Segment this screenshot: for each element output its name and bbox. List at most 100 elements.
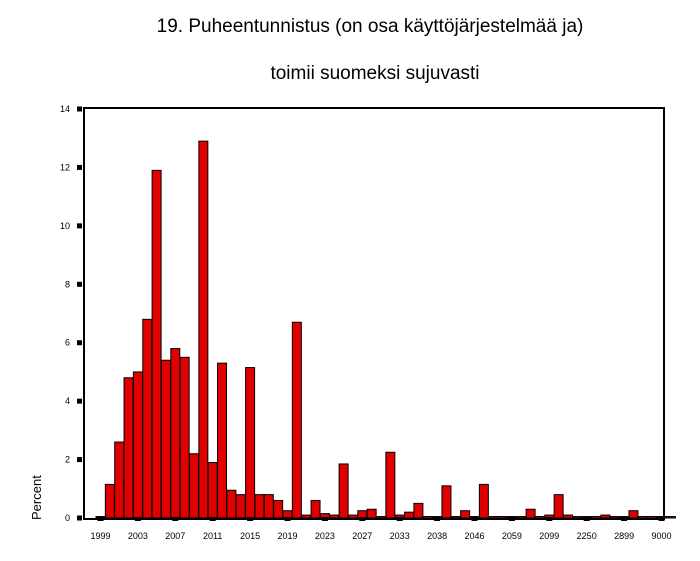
x-tick-label: 2019 [277, 531, 297, 541]
bar [347, 514, 358, 519]
y-tick-label: 6 [65, 338, 70, 348]
bar [376, 516, 386, 519]
bar [357, 510, 368, 519]
bar [291, 321, 302, 519]
bar [254, 494, 265, 519]
bar [160, 359, 171, 519]
bar [441, 485, 452, 519]
x-tick-label: 9000 [651, 531, 671, 541]
x-tick-mark [172, 517, 179, 521]
bar [217, 362, 228, 519]
x-tick-label: 2003 [128, 531, 148, 541]
y-tick-mark [77, 106, 82, 112]
bar [385, 451, 396, 519]
bar [665, 516, 676, 519]
x-tick-mark [546, 517, 553, 521]
y-tick-label: 4 [65, 396, 70, 406]
x-tick-mark [97, 517, 104, 521]
bar [123, 377, 134, 519]
y-tick-mark [77, 457, 82, 463]
x-axis: 1999 2003 2007 2011 2015 2019 2023 2027 2033 2038… [90, 517, 672, 541]
x-tick-mark [471, 517, 478, 521]
y-tick-mark [77, 223, 82, 229]
x-tick-mark [209, 517, 216, 521]
y-tick-label: 2 [65, 455, 70, 465]
bar [600, 514, 611, 519]
bar [450, 516, 461, 519]
y-tick-label: 12 [60, 162, 70, 172]
bar [404, 511, 415, 519]
x-tick-mark [321, 517, 328, 521]
bar [273, 499, 284, 519]
bar [497, 516, 508, 519]
y-tick-label: 8 [65, 279, 70, 289]
bar [572, 516, 583, 519]
bar [132, 371, 143, 519]
x-tick-mark [359, 517, 366, 521]
chart-title-line2: toimii suomeksi sujuvasti [270, 63, 480, 84]
x-tick-mark [396, 517, 403, 521]
bar [478, 483, 489, 519]
x-tick-label: 2033 [390, 531, 410, 541]
x-tick-label: 2027 [352, 531, 372, 541]
x-tick-mark [583, 517, 590, 521]
bar [366, 508, 377, 519]
y-tick-mark [77, 164, 82, 170]
bar [142, 318, 153, 519]
bar [207, 461, 218, 519]
x-tick-label: 2015 [240, 531, 260, 541]
y-tick-label: 0 [65, 513, 70, 523]
bar [534, 516, 545, 519]
bar [460, 510, 471, 519]
bar [310, 499, 321, 519]
y-tick-label: 10 [60, 221, 70, 231]
x-tick-label: 1999 [90, 531, 110, 541]
bar [170, 348, 181, 519]
x-tick-label: 2899 [614, 531, 634, 541]
bar [179, 356, 190, 519]
x-tick-mark [434, 517, 441, 521]
bar [189, 453, 199, 519]
x-tick-label: 2099 [539, 531, 559, 541]
x-tick-label: 2007 [165, 531, 185, 541]
bar [628, 510, 639, 519]
bar [329, 514, 340, 519]
y-tick-mark [77, 515, 82, 521]
bar [282, 510, 293, 519]
bars-group [95, 140, 676, 519]
bar [151, 169, 162, 519]
y-tick-mark [77, 398, 82, 404]
bar [338, 463, 349, 519]
bar [609, 516, 620, 519]
bar [488, 516, 499, 519]
x-tick-label: 2038 [427, 531, 447, 541]
plot-frame [83, 107, 665, 520]
bar [226, 489, 237, 519]
bar [422, 516, 433, 519]
bar [525, 508, 536, 519]
x-tick-mark [134, 517, 141, 521]
chart-title-line1: 19. Puheentunnistus (on osa käyttöjärjes… [156, 16, 584, 37]
x-tick-mark [247, 517, 254, 521]
x-tick-mark [508, 517, 515, 521]
x-tick-mark [621, 517, 628, 521]
bar [114, 441, 125, 519]
bar [235, 494, 246, 519]
bar [263, 494, 274, 519]
bar [413, 502, 424, 519]
y-axis: 0 2 4 6 8 10 12 14 [60, 104, 82, 523]
bar [198, 140, 209, 519]
y-axis-label: Percent [29, 475, 44, 520]
bar [301, 514, 312, 519]
x-tick-label: 2059 [502, 531, 522, 541]
x-tick-label: 2011 [203, 531, 222, 541]
bar [563, 514, 573, 519]
bar [516, 516, 527, 519]
bar [104, 483, 115, 519]
x-tick-mark [284, 517, 291, 521]
bar [591, 516, 602, 519]
y-tick-mark [77, 340, 82, 346]
x-tick-label: 2023 [315, 531, 335, 541]
bar [553, 494, 564, 519]
